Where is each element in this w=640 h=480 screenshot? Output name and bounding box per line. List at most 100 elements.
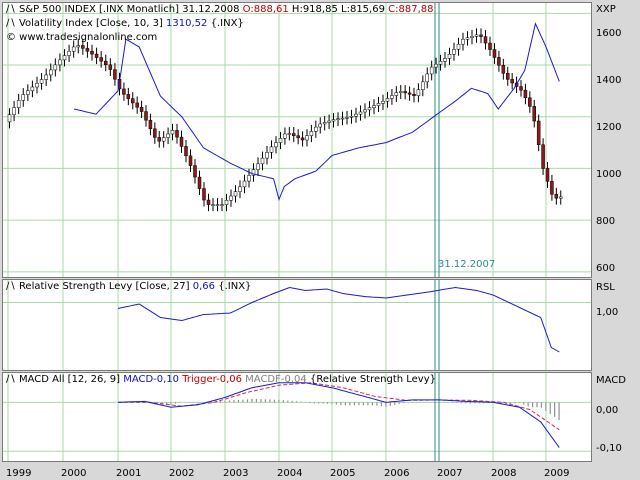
candle-body (318, 123, 322, 128)
candle-body (559, 196, 563, 199)
candle-body (94, 53, 99, 58)
candle-body (545, 168, 550, 182)
price-chart-canvas[interactable] (3, 3, 591, 277)
candle-body (399, 91, 403, 93)
macdf-value: -0,04 (280, 374, 307, 385)
candle-body (336, 118, 340, 120)
candle-body (233, 191, 238, 197)
overlay-value: 1310,52 (166, 18, 208, 29)
candle-body (12, 107, 16, 115)
cursor-date-label: 31.12.2007 (438, 259, 496, 270)
x-tick-label: 2004 (277, 468, 303, 479)
candle-body (148, 119, 153, 130)
candle-body (76, 45, 80, 48)
rsl-chart-canvas[interactable] (3, 280, 591, 370)
candle-body (35, 82, 39, 88)
overlay-symbol: {.INX} (210, 18, 244, 29)
x-tick-label: 1999 (6, 468, 32, 479)
candle-body (67, 51, 71, 56)
candle-body (215, 204, 220, 206)
open-value: 888,61 (253, 4, 289, 15)
x-tick-label: 2009 (544, 468, 570, 479)
candle-body (21, 94, 25, 101)
candle-body (122, 88, 126, 95)
candle-body (385, 98, 390, 102)
candle-body (305, 135, 309, 141)
candle-body (99, 57, 103, 62)
candle-body (456, 43, 461, 50)
candle-body (58, 59, 62, 66)
candle-body (403, 91, 407, 94)
candle-body (175, 130, 179, 138)
candle-body (193, 165, 197, 178)
rsl-panel[interactable]: ∕∖ Relative Strength Levy [Close, 27] 0,… (2, 279, 592, 371)
candle-body (81, 45, 85, 49)
price-tick: 1400 (596, 75, 622, 86)
x-tick-label: 2008 (491, 468, 517, 479)
trigger-value: -0,06 (216, 374, 242, 385)
candle-body (260, 157, 265, 165)
candle-body (528, 97, 532, 107)
candle-body (349, 116, 354, 118)
price-tick: 800 (596, 216, 616, 227)
candle-body (39, 79, 44, 84)
open-label: O: (242, 4, 254, 15)
candle-body (108, 64, 113, 70)
low-value: 815,69 (349, 4, 385, 15)
candle-body (331, 119, 336, 122)
candle-body (506, 72, 510, 80)
rsl-legend: ∕∖ Relative Strength Levy [Close, 27] 0,… (6, 281, 251, 292)
candle-body (153, 128, 157, 138)
candle-body (470, 36, 474, 39)
low-label: L: (341, 4, 350, 15)
macd-line (117, 382, 560, 448)
macd-value: -0,10 (153, 374, 180, 385)
candle-body (407, 92, 412, 95)
candle-body (425, 73, 429, 83)
candle-body (85, 48, 90, 52)
bar-date: 31.12.2008 (182, 4, 240, 15)
candle-body (438, 61, 443, 65)
candle-body (157, 137, 161, 142)
trigger-label: Trigger (182, 374, 217, 385)
candle-body (224, 200, 229, 205)
x-tick-label: 2001 (116, 468, 142, 479)
x-tick-label: 2006 (384, 468, 410, 479)
chart-icon: ∕∖ (6, 4, 16, 15)
candle-body (269, 146, 274, 153)
price-chart-panel[interactable]: ∕∖ S&P 500 INDEX [.INX Monatlich] 31.12.… (2, 2, 592, 278)
macd-chart-canvas[interactable] (3, 373, 591, 461)
candle-body (16, 100, 21, 108)
macdf-label: MACDF (245, 374, 281, 385)
candle-body (188, 155, 193, 166)
candle-body (30, 86, 35, 92)
candle-body (474, 34, 479, 37)
candle-body (412, 94, 416, 97)
macd-panel[interactable]: ∕∖ MACD All [12, 26, 9] MACD-0,10 Trigge… (2, 372, 592, 462)
candle-body (44, 74, 48, 80)
candle-body (251, 169, 256, 176)
x-tick-label: 2007 (437, 468, 463, 479)
candle-body (90, 51, 94, 55)
candle-body (390, 95, 394, 99)
candle-body (71, 46, 76, 52)
candle-body (536, 120, 541, 145)
candle-body (62, 55, 67, 61)
candle-body (367, 107, 372, 111)
candle-body (104, 60, 108, 66)
candle-body (532, 106, 536, 122)
macd-source: {Relative Strength Levy} (309, 374, 437, 385)
candle-body (170, 130, 175, 135)
price-tick: 1000 (596, 169, 622, 180)
candle-body (465, 37, 470, 40)
candle-body (488, 42, 492, 50)
candle-body (131, 98, 135, 104)
candle-body (292, 133, 296, 136)
candle-body (113, 69, 117, 80)
candle-body (554, 194, 559, 199)
candle-body (49, 69, 53, 76)
candle-body (550, 181, 554, 195)
price-axis-unit: XXP (596, 4, 616, 15)
overlay-legend: ∕∖ Volatility Index [Close, 10, 3] 1310,… (6, 18, 244, 29)
x-tick-label: 2002 (169, 468, 195, 479)
